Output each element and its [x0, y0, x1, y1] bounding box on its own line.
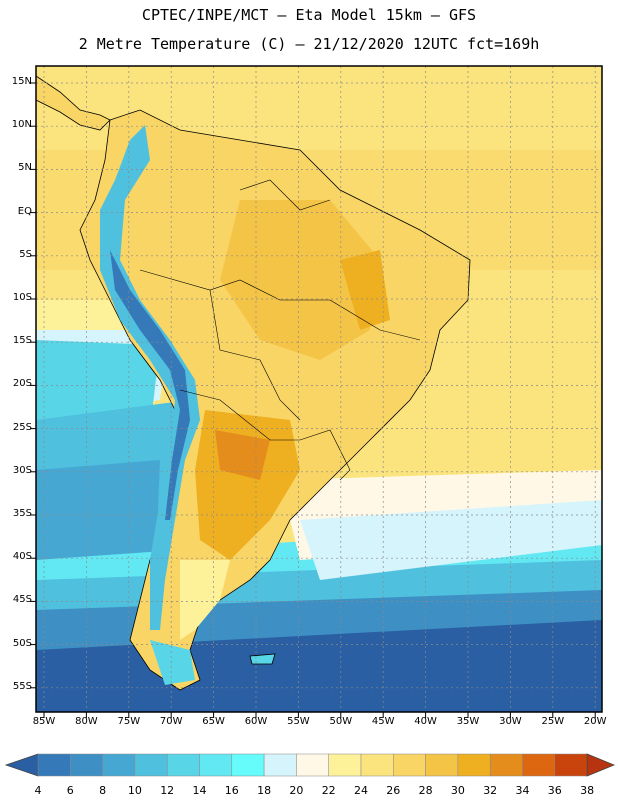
colorbar-label: 6	[66, 784, 74, 797]
lat-label: EQ	[17, 205, 32, 217]
lat-label: 10S	[12, 292, 32, 303]
lon-label: 20W	[583, 716, 607, 727]
lat-label: 20S	[12, 378, 32, 390]
colorbar	[4, 753, 616, 777]
colorbar-segment	[166, 753, 200, 777]
lat-label: 15S	[12, 335, 32, 347]
brazil-interior-warm	[220, 200, 380, 360]
map-title-line1: CPTEC/INPE/MCT — Eta Model 15km — GFS	[141, 6, 477, 24]
colorbar-segment	[102, 753, 136, 777]
colorbar-segment	[37, 753, 71, 777]
lon-label: 85W	[32, 716, 56, 727]
lon-label: 55W	[287, 716, 310, 727]
colorbar-segment	[134, 753, 168, 777]
andes-cold-band	[100, 125, 200, 630]
colorbar-label: 20	[289, 784, 304, 797]
colorbar-label: 32	[483, 784, 498, 797]
lon-label: 25W	[541, 716, 565, 727]
lon-label: 80W	[75, 716, 98, 727]
falkland-islands	[249, 653, 276, 665]
colorbar-segment	[328, 753, 362, 777]
lat-label: 45S	[12, 594, 32, 606]
colorbar-segment	[296, 753, 329, 777]
colorbar-label: 36	[547, 784, 562, 797]
lon-label: 30W	[499, 716, 522, 727]
map-field	[36, 66, 602, 712]
colorbar-segment	[199, 753, 233, 777]
lat-label: 55S	[12, 680, 32, 692]
lat-label: 5N	[18, 162, 32, 174]
lon-label: 35W	[456, 716, 480, 727]
colorbar-label: 24	[354, 784, 368, 797]
graticule	[36, 66, 602, 712]
colorbar-label: 18	[257, 784, 272, 797]
lat-label: 5S	[19, 248, 32, 260]
central-brazil-hot	[340, 250, 390, 330]
colorbar-segment	[393, 753, 426, 777]
lon-label: 65W	[202, 716, 225, 727]
colorbar-label: 34	[515, 784, 530, 797]
lon-label: 50W	[329, 716, 353, 727]
colorbar-label: 30	[450, 784, 465, 797]
colorbar-segment	[425, 753, 459, 777]
colorbar-segment	[554, 753, 588, 777]
tierra-del-fuego-cold	[150, 640, 195, 685]
colorbar-label: 14	[192, 784, 207, 797]
lon-label: 60W	[244, 716, 268, 727]
colorbar-label: 28	[418, 784, 433, 797]
lat-label: 40S	[12, 551, 32, 563]
map-frame	[35, 65, 603, 713]
axis-ticks	[30, 82, 596, 718]
lon-label: 45W	[371, 716, 395, 727]
colorbar-label: 22	[321, 784, 336, 797]
colorbar-label: 26	[386, 784, 401, 797]
colorbar-segment	[489, 753, 523, 777]
colorbar-arrow-right	[586, 753, 616, 777]
colorbar-segment	[231, 753, 265, 777]
lat-label: 25S	[12, 421, 32, 433]
map-title-line2: 2 Metre Temperature (C) — 21/12/2020 12U…	[78, 35, 540, 53]
ocean-atlantic-cool	[300, 500, 602, 580]
patagonia-mild	[180, 560, 230, 640]
colorbar-label: 12	[160, 784, 175, 797]
lon-label: 70W	[159, 716, 183, 727]
lat-label: 35S	[12, 508, 32, 519]
lon-label: 40W	[414, 716, 437, 727]
central-america	[36, 75, 111, 131]
colorbar-label: 38	[580, 784, 595, 797]
colorbar-label: 10	[127, 784, 142, 797]
colorbar-segment	[70, 753, 103, 777]
colorbar-label: 4	[34, 784, 42, 797]
lon-label: 75W	[117, 716, 141, 727]
colorbar-label: 8	[99, 784, 107, 797]
colorbar-segment	[522, 753, 556, 777]
colorbar-segment	[360, 753, 394, 777]
colorbar-arrow-left	[4, 753, 39, 777]
lat-label: 15N	[11, 76, 32, 87]
colorbar-label: 16	[224, 784, 239, 797]
lat-label: 10N	[11, 119, 32, 131]
country-borders	[139, 179, 421, 481]
andes-high-altitude	[110, 250, 190, 520]
colorbar-segment	[457, 753, 491, 777]
lat-label: 30S	[12, 464, 32, 476]
lat-label: 50S	[12, 637, 32, 649]
colorbar-segment	[263, 753, 297, 777]
